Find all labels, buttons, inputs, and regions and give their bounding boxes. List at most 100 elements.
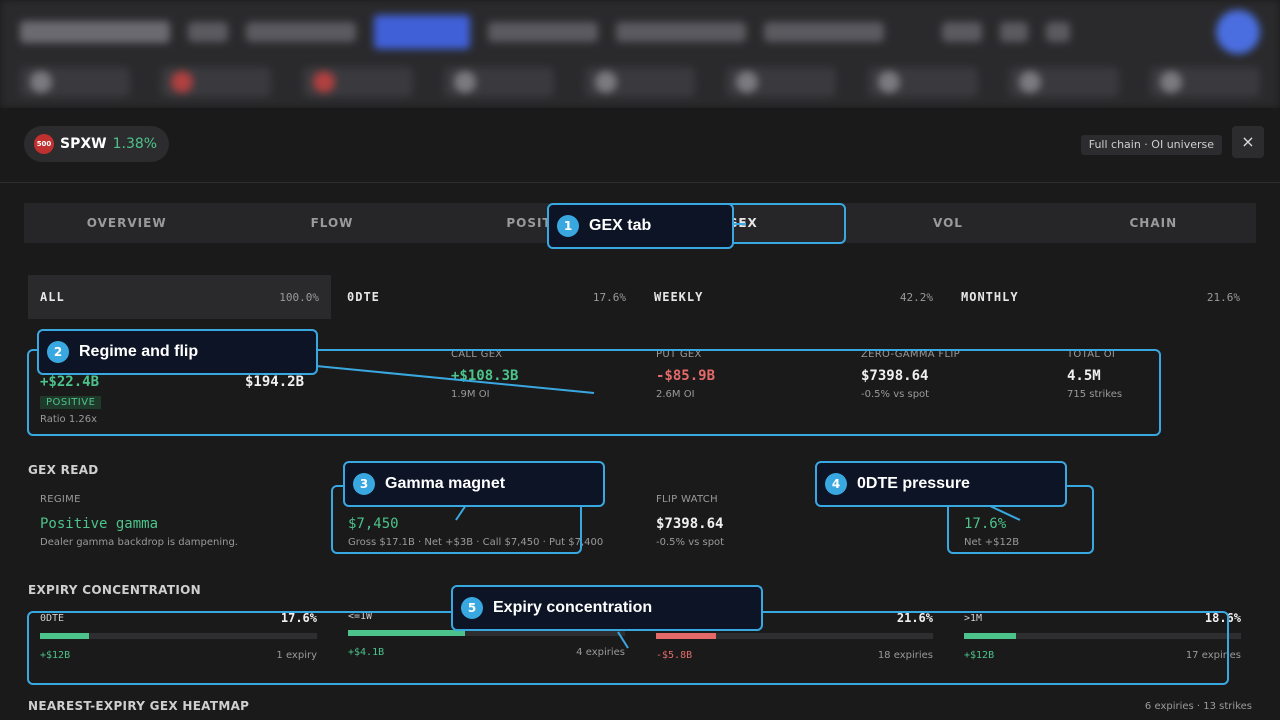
concentration-bar [348,630,625,636]
nav-icon[interactable] [1046,22,1070,42]
concentration-card-1m: 21.6% -$5.8B 18 expiries [656,611,933,661]
concentration-bar-fill [40,633,89,639]
tab-chain[interactable]: CHAIN [1129,216,1178,230]
gex-read-title: GEX READ [28,463,99,477]
nav-item[interactable] [488,22,598,42]
tab-vol[interactable]: VOL [933,216,963,230]
call-gex-oi: 1.9M OI [451,389,490,400]
regime-label: REGIME [40,494,81,505]
app-topbar-blurred [0,0,1280,108]
gross-gex-metric: $194.2B [245,374,304,390]
callout-gamma-magnet: 3 Gamma magnet [343,461,605,507]
bucket-name: >1M [964,612,983,624]
ticker-chip[interactable] [161,67,272,97]
expiry-tab-monthly[interactable]: MONTHLY 21.6% [949,275,1252,319]
callout-text: 0DTE pressure [857,475,970,492]
flip-watch-value: $7398.64 [656,516,724,532]
bucket-name: 0DTE [40,612,65,624]
callout-number: 5 [461,597,483,619]
nav-item[interactable] [188,22,228,42]
total-oi-value: 4.5M [1067,368,1101,384]
avatar[interactable] [1216,10,1260,54]
put-gex-value: -$85.9B [656,368,716,384]
ticker-chip[interactable] [726,67,837,97]
odte-pressure-net: Net +$12B [964,537,1020,548]
panel-header: 500 SPXW 1.38% Full chain · OI universe … [0,108,1280,183]
nav-item[interactable] [942,22,982,42]
net-gex-metric: +$22.4B POSITIVE Ratio 1.26x [40,374,102,425]
net-gex-value: +$22.4B [40,374,100,390]
concentration-card-1w: <=1W +$4.1B 4 expiries [348,611,625,658]
bucket-pct: 17.6% [280,611,317,625]
ticker-chip[interactable] [20,67,130,97]
callout-text: GEX tab [589,217,652,234]
bucket-count: 1 expiry [276,650,317,661]
nav-icon[interactable] [1000,22,1028,42]
ticker-chip[interactable] [1008,67,1119,97]
ticker-chip[interactable] [585,67,695,97]
callout-number: 1 [557,215,579,237]
tab-flow[interactable]: FLOW [310,216,354,230]
expiry-concentration: 0DTE 17.6% +$12B 1 expiry <=1W +$4.1B 4 exp… [40,611,1241,671]
bucket-name: <=1W [348,611,373,622]
nav-item[interactable] [616,22,746,42]
callout-gex-tab: 1 GEX tab [547,203,734,249]
nav-item-active[interactable] [374,15,470,49]
nav-item[interactable] [246,22,356,42]
bucket-net: -$5.8B [656,650,693,661]
put-gex-oi: 2.6M OI [656,389,695,400]
ticker-chip[interactable] [867,67,978,97]
callout-number: 3 [353,473,375,495]
expiry-tab-pct: 17.6% [592,290,626,304]
expiry-tab-name: WEEKLY [654,290,704,304]
expiry-tab-name: ALL [40,290,65,304]
tab-overview[interactable]: OVERVIEW [86,216,167,230]
close-button[interactable]: × [1232,126,1264,158]
concentration-bar [656,633,933,639]
flip-vs-spot: -0.5% vs spot [861,389,930,400]
bucket-pct: 18.6% [1204,611,1241,625]
regime-badge: POSITIVE [40,396,102,409]
bucket-count: 17 expiries [1185,650,1241,661]
ticker-chip[interactable] [302,67,413,97]
callout-regime-flip: 2 Regime and flip [37,329,318,375]
zero-gamma-flip-metric: ZERO-GAMMA FLIP $7398.64 -0.5% vs spot [861,349,960,400]
ticker-chip[interactable] [1150,67,1260,97]
concentration-card-gt1m: >1M 18.6% +$12B 17 expiries [964,611,1241,661]
concentration-bar [40,633,317,639]
gross-gex-value: $194.2B [245,374,305,390]
bucket-count: 18 expiries [877,650,933,661]
bucket-net: +$12B [964,650,995,661]
flip-watch-read: FLIP WATCH $7398.64 -0.5% vs spot [656,494,724,548]
callout-text: Gamma magnet [385,475,506,492]
flip-label: ZERO-GAMMA FLIP [861,349,960,360]
flip-value: $7398.64 [861,368,929,384]
symbol-change: 1.38% [112,136,158,152]
total-oi-metric: TOTAL OI 4.5M 715 strikes [1067,349,1122,400]
expiry-tab-all[interactable]: ALL 100.0% [28,275,331,319]
regime-value: Positive gamma [40,516,159,532]
expiry-tab-pct: 21.6% [1206,290,1240,304]
nav-item[interactable] [764,22,884,42]
callout-number: 2 [47,341,69,363]
close-icon: × [1241,132,1255,151]
highlight-regime-flip [27,349,1161,436]
universe-label: Full chain · OI universe [1080,135,1222,155]
expiry-tab-pct: 100.0% [279,290,319,304]
expiry-tab-weekly[interactable]: WEEKLY 42.2% [642,275,945,319]
ticker-chip[interactable] [443,67,554,97]
heatmap-meta: 6 expiries · 13 strikes [1144,701,1252,712]
concentration-bar [964,633,1241,639]
callout-expiry-concentration: 5 Expiry concentration [451,585,763,631]
concentration-bar-fill [656,633,716,639]
flip-watch-label: FLIP WATCH [656,494,718,505]
sp500-logo-icon: 500 [34,134,54,154]
total-oi-label: TOTAL OI [1067,349,1116,360]
expiry-tab-0dte[interactable]: 0DTE 17.6% [335,275,638,319]
net-gex-ratio: Ratio 1.26x [40,414,98,425]
symbol-pill[interactable]: 500 SPXW 1.38% [24,126,170,162]
expiry-tab-name: 0DTE [347,290,380,304]
app-logo [20,21,170,43]
callout-text: Regime and flip [79,343,199,360]
heatmap-title: NEAREST-EXPIRY GEX HEATMAP [28,699,250,713]
